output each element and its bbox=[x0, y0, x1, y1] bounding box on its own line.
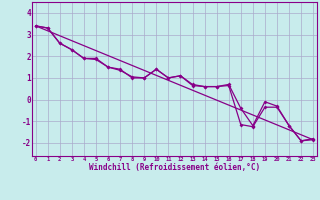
X-axis label: Windchill (Refroidissement éolien,°C): Windchill (Refroidissement éolien,°C) bbox=[89, 163, 260, 172]
